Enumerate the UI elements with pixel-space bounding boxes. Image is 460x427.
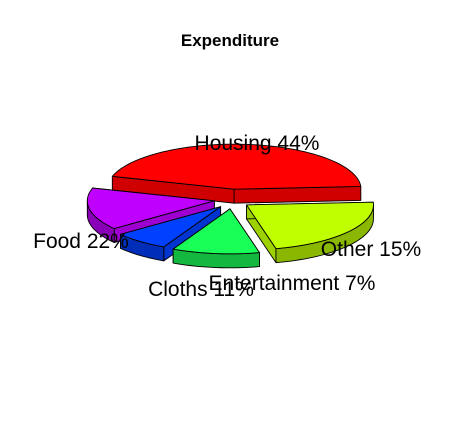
slice-label: Food 22% bbox=[33, 230, 129, 253]
pie-slice-top bbox=[120, 206, 222, 248]
slice-label: Entertainment 7% bbox=[209, 272, 376, 295]
slice-label: Cloths 11% bbox=[148, 278, 254, 301]
pie-layer bbox=[86, 143, 374, 269]
label-layer: Housing 44% Other 15% Entertainment 7%Clot… bbox=[33, 132, 421, 301]
chart-title: Expenditure bbox=[181, 31, 279, 50]
pie-slice-top bbox=[172, 208, 260, 255]
slice-label: Other 15% bbox=[321, 238, 421, 261]
pie-slice-top bbox=[86, 187, 215, 229]
pie-slice bbox=[111, 143, 362, 204]
pie-slice-top bbox=[246, 201, 374, 250]
slice-label: Housing 44% bbox=[195, 132, 320, 155]
pie-slice-top bbox=[111, 143, 362, 190]
pie-slice bbox=[246, 201, 374, 264]
pie-slice bbox=[172, 208, 260, 269]
